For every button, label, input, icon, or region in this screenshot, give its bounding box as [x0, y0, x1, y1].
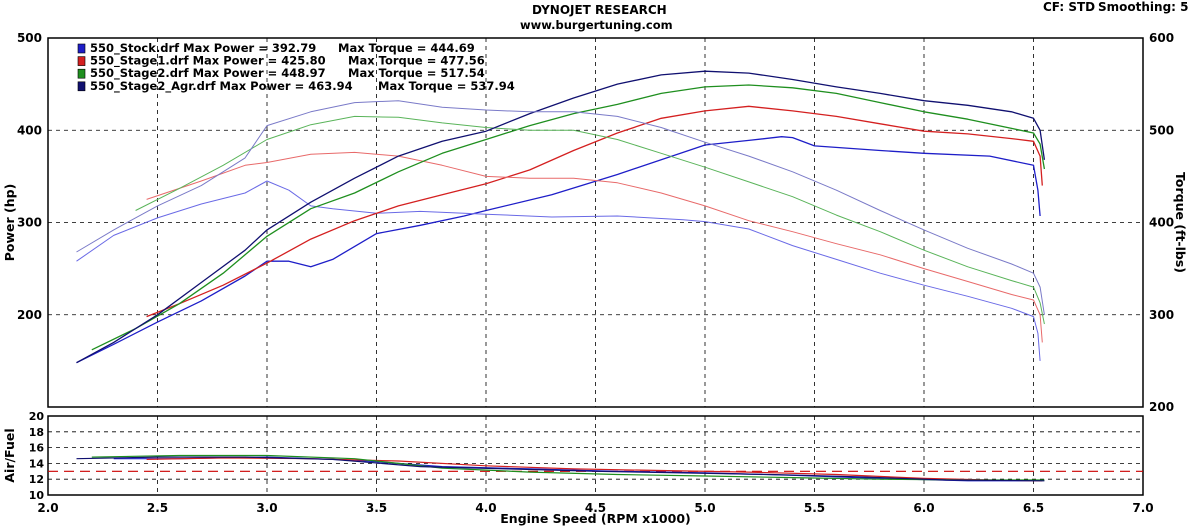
smoothing-label: Smoothing: 5 — [1098, 0, 1189, 14]
af-y-tick-label: 18 — [29, 426, 44, 439]
torque-line-550_stage2_agr — [76, 100, 1045, 315]
x-tick-label: 3.5 — [366, 501, 387, 515]
y-left-axis-title: Power (hp) — [2, 184, 17, 262]
y-left-tick-label: 200 — [17, 308, 42, 322]
y-left-tick-label: 400 — [17, 123, 42, 137]
legend-power-text: 550_Stage2.drf Max Power = 448.97 — [90, 66, 326, 81]
power-line-550_stage2_agr — [76, 70, 1046, 364]
legend-torque-text: Max Torque = 444.69 — [338, 41, 475, 55]
y-right-axis-title: Torque (ft-lbs) — [1173, 172, 1188, 273]
legend-power-text: 550_Stage1.drf Max Power = 425.80 — [90, 54, 326, 69]
x-tick-label: 6.5 — [1023, 501, 1044, 515]
x-tick-label: 2.5 — [147, 501, 168, 515]
y-left-tick-label: 300 — [17, 216, 42, 230]
legend-swatch — [77, 56, 86, 66]
x-tick-label: 5.0 — [694, 501, 715, 515]
y-right-tick-label: 600 — [1149, 31, 1174, 45]
legend-torque-text: Max Torque = 477.56 — [348, 54, 485, 68]
y-right-tick-label: 200 — [1149, 400, 1174, 414]
power-line-550_stage2 — [91, 84, 1046, 351]
y-right-tick-label: 400 — [1149, 216, 1174, 230]
y-right-tick-label: 500 — [1149, 123, 1174, 137]
legend-torque-text: Max Torque = 537.94 — [378, 79, 515, 93]
legend-swatch — [77, 81, 86, 92]
legend-torque-text: Max Torque = 517.54 — [348, 66, 485, 80]
cf-label: CF: STD — [1043, 0, 1096, 14]
legend-power-text: 550_Stock.drf Max Power = 392.79 — [90, 41, 316, 56]
af-line-550_stage2_agr — [76, 456, 1045, 482]
legend-power-text: 550_Stage2_Agr.drf Max Power = 463.94 — [90, 79, 353, 94]
af-axis-title: Air/Fuel — [2, 428, 17, 482]
legend-swatch — [77, 43, 86, 54]
x-tick-label: 4.5 — [585, 501, 606, 515]
af-line-550_stage2 — [91, 454, 1045, 481]
chart-title: DYNOJET RESEARCH — [532, 3, 667, 17]
x-axis-title: Engine Speed (RPM x1000) — [500, 511, 690, 526]
x-tick-label: 4.0 — [475, 501, 496, 515]
af-y-tick-label: 10 — [29, 489, 45, 502]
chart-website: www.burgertuning.com — [520, 18, 673, 32]
y-right-tick-label: 300 — [1149, 308, 1174, 322]
x-tick-label: 7.0 — [1132, 501, 1153, 515]
x-tick-label: 5.5 — [804, 501, 825, 515]
x-tick-label: 2.0 — [37, 501, 58, 515]
y-left-tick-label: 500 — [17, 31, 42, 45]
torque-line-550_stage1 — [146, 151, 1043, 343]
x-tick-label: 6.0 — [913, 501, 934, 515]
af-y-tick-label: 20 — [29, 410, 45, 423]
torque-line-550_stage2 — [135, 115, 1045, 325]
af-y-tick-label: 12 — [29, 473, 44, 486]
torque-line-550_stock — [76, 180, 1041, 361]
x-tick-label: 3.0 — [256, 501, 277, 515]
legend-swatch — [77, 68, 86, 79]
af-y-tick-label: 16 — [29, 442, 45, 455]
af-y-tick-label: 14 — [29, 457, 45, 470]
power-line-550_stage1 — [146, 105, 1043, 318]
